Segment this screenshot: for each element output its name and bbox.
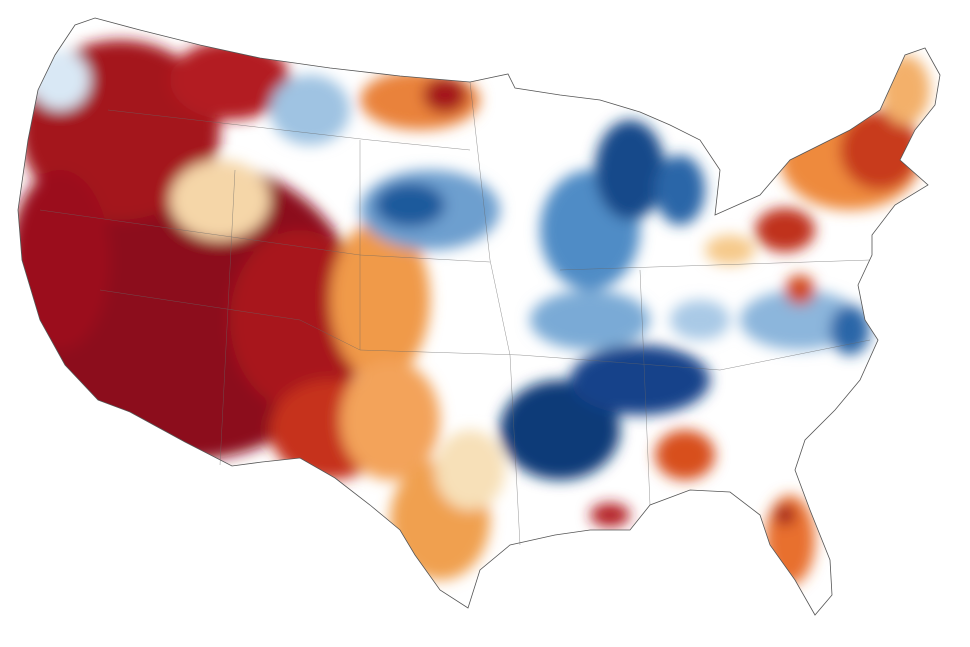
state-borders: [39, 81, 871, 546]
